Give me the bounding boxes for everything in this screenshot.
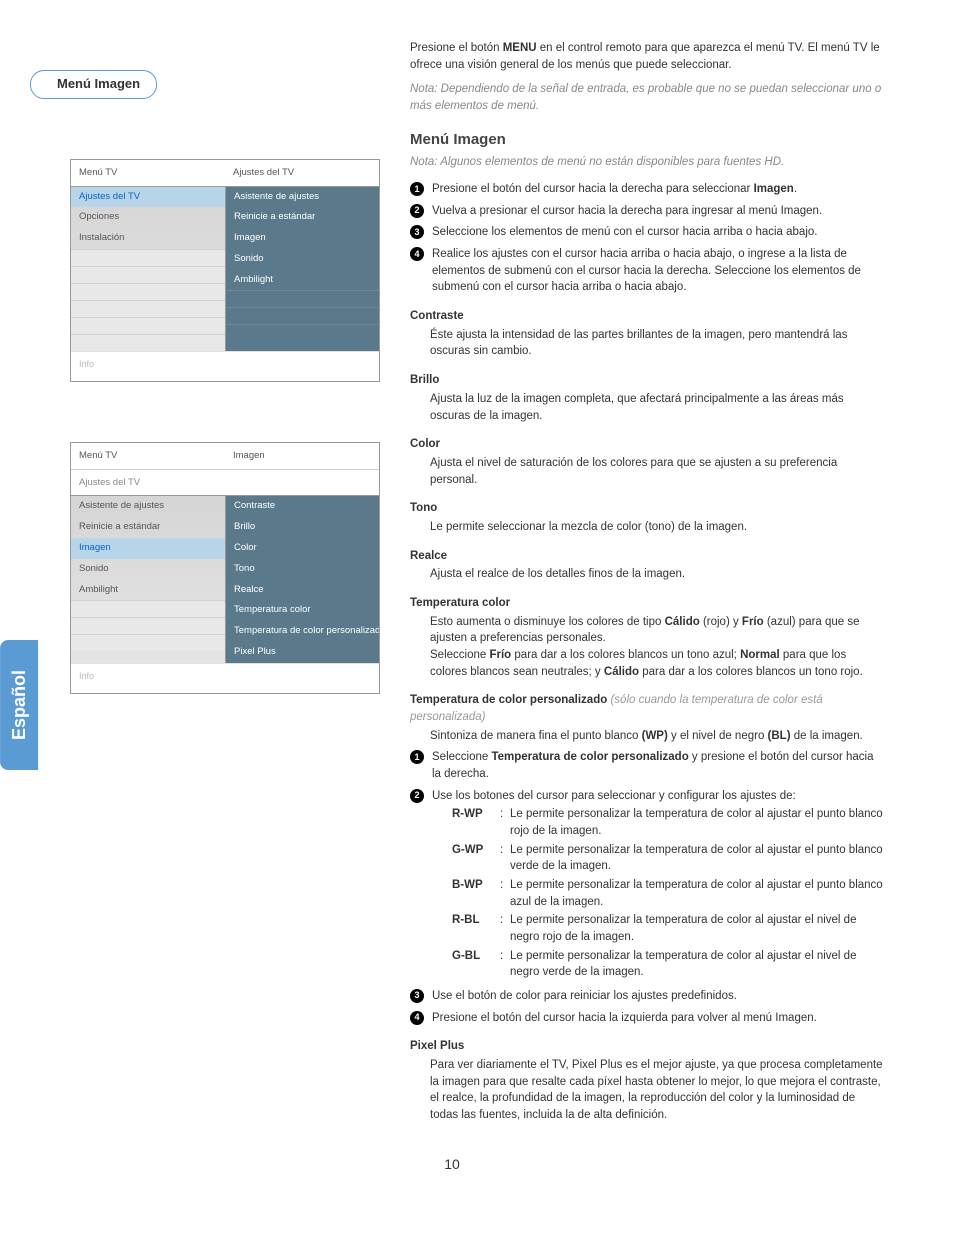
menu-item: Instalación bbox=[71, 228, 225, 249]
menu-item: Sonido bbox=[71, 559, 225, 580]
menu1-right-header: Ajustes del TV bbox=[225, 164, 379, 182]
language-side-tab: Español bbox=[0, 640, 38, 770]
intro-note: Nota: Dependiendo de la señal de entrada… bbox=[410, 81, 884, 114]
menu-item: Opciones bbox=[71, 207, 225, 228]
menu-item: Temperatura color bbox=[226, 600, 379, 621]
menu-item bbox=[71, 317, 225, 334]
menu2-right-list: ContrasteBrilloColorTonoRealceTemperatur… bbox=[225, 495, 379, 662]
def-brillo: Brillo Ajusta la luz de la imagen comple… bbox=[410, 372, 884, 424]
menu1-left-header: Menú TV bbox=[71, 164, 225, 182]
numbered-step: 2Vuelva a presionar el cursor hacia la d… bbox=[410, 203, 884, 220]
step-number-icon: 3 bbox=[410, 225, 424, 239]
numbered-step: 4Realice los ajustes con el cursor hacia… bbox=[410, 246, 884, 296]
menu-item bbox=[71, 600, 225, 617]
menu2-left-list: Asistente de ajustesReinicie a estándarI… bbox=[71, 495, 225, 662]
menu-item: Tono bbox=[226, 559, 379, 580]
def-tempcustom: Temperatura de color personalizado (sólo… bbox=[410, 692, 884, 1026]
wp-adjustment-item: G-WP: Le permite personalizar la tempera… bbox=[452, 842, 884, 875]
menu-item: Asistente de ajustes bbox=[226, 187, 379, 208]
def-color: Color Ajusta el nivel de saturación de l… bbox=[410, 436, 884, 488]
menu-item bbox=[71, 617, 225, 634]
menu-item bbox=[226, 307, 379, 324]
tempcustom-step-3-num: 3 bbox=[410, 989, 424, 1003]
menu-item bbox=[71, 334, 225, 351]
menu-item: Color bbox=[226, 538, 379, 559]
main-note: Nota: Algunos elementos de menú no están… bbox=[410, 154, 884, 171]
step-number-icon: 4 bbox=[410, 247, 424, 261]
menu-item: Asistente de ajustes bbox=[71, 496, 225, 517]
step-number-icon: 1 bbox=[410, 182, 424, 196]
menu-item bbox=[71, 634, 225, 651]
menu2-left-header: Menú TV bbox=[71, 447, 225, 465]
page-number: 10 bbox=[0, 1154, 904, 1174]
menu-item: Ambilight bbox=[226, 270, 379, 291]
menu-item bbox=[226, 290, 379, 307]
menu-item: Sonido bbox=[226, 249, 379, 270]
tempcustom-step-1-num: 1 bbox=[410, 750, 424, 764]
menu-item: Brillo bbox=[226, 517, 379, 538]
menu-item bbox=[226, 324, 379, 341]
menu1-right-list: Asistente de ajustesReinicie a estándarI… bbox=[225, 186, 379, 351]
section-title-pill: Menú Imagen bbox=[30, 70, 157, 99]
menu-item: Ambilight bbox=[71, 580, 225, 601]
menu2-right-header: Imagen bbox=[225, 447, 379, 465]
menu1-left-list: Ajustes del TVOpcionesInstalación bbox=[71, 186, 225, 351]
menu1-info: Info bbox=[71, 351, 379, 381]
tv-menu-block-2: Menú TV Imagen Ajustes del TV Asistente … bbox=[70, 442, 380, 694]
menu-item bbox=[71, 249, 225, 266]
menu-item: Reinicie a estándar bbox=[71, 517, 225, 538]
main-heading: Menú Imagen bbox=[410, 129, 884, 151]
def-pixelplus: Pixel Plus Para ver diariamente el TV, P… bbox=[410, 1038, 884, 1123]
menu2-info: Info bbox=[71, 663, 379, 693]
numbered-step: 3Seleccione los elementos de menú con el… bbox=[410, 224, 884, 241]
def-tempcolor: Temperatura color Esto aumenta o disminu… bbox=[410, 595, 884, 680]
wp-adjustment-item: R-WP: Le permite personalizar la tempera… bbox=[452, 806, 884, 839]
menu-item: Contraste bbox=[226, 496, 379, 517]
numbered-step: 1Presione el botón del cursor hacia la d… bbox=[410, 181, 884, 198]
menu-item: Ajustes del TV bbox=[71, 187, 225, 208]
menu-item: Pixel Plus bbox=[226, 642, 379, 663]
wp-adjustment-item: G-BL: Le permite personalizar la tempera… bbox=[452, 948, 884, 981]
menu-item bbox=[71, 300, 225, 317]
def-contraste: Contraste Éste ajusta la intensidad de l… bbox=[410, 308, 884, 360]
menu-item: Realce bbox=[226, 580, 379, 601]
menu-item bbox=[71, 266, 225, 283]
tempcustom-step-4-num: 4 bbox=[410, 1011, 424, 1025]
tv-menu-block-1: Menú TV Ajustes del TV Ajustes del TVOpc… bbox=[70, 159, 380, 382]
menu-item: Temperatura de color personalizado bbox=[226, 621, 379, 642]
def-tono: Tono Le permite seleccionar la mezcla de… bbox=[410, 500, 884, 535]
def-realce: Realce Ajusta el realce de los detalles … bbox=[410, 548, 884, 583]
menu-item: Imagen bbox=[226, 228, 379, 249]
menu2-left-parent: Ajustes del TV bbox=[71, 474, 225, 492]
step-number-icon: 2 bbox=[410, 204, 424, 218]
wp-adjustment-item: B-WP: Le permite personalizar la tempera… bbox=[452, 877, 884, 910]
wp-adjustment-item: R-BL: Le permite personalizar la tempera… bbox=[452, 912, 884, 945]
intro-paragraph: Presione el botón MENU en el control rem… bbox=[410, 40, 884, 73]
tempcustom-step-2-num: 2 bbox=[410, 789, 424, 803]
menu-item: Reinicie a estándar bbox=[226, 207, 379, 228]
menu-item bbox=[71, 283, 225, 300]
menu-item: Imagen bbox=[71, 538, 225, 559]
